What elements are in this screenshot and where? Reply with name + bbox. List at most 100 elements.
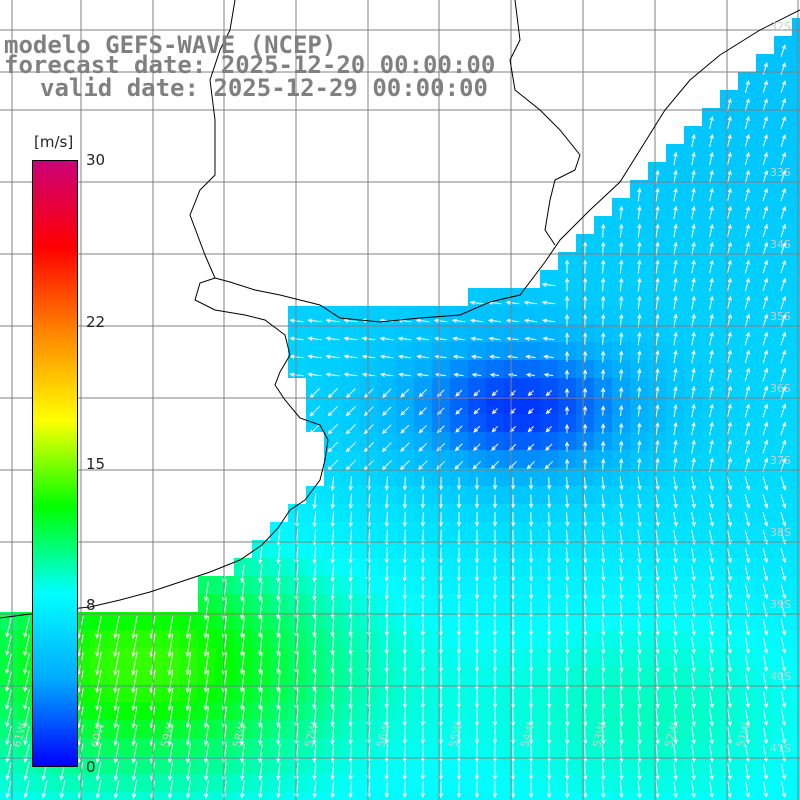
wind-arrow [361, 300, 376, 305]
wind-cell [756, 144, 774, 162]
wind-cell [774, 738, 792, 756]
wind-arrow [780, 313, 787, 328]
wind-cell [540, 432, 558, 450]
wind-cell [738, 756, 756, 774]
wind-arrow [438, 583, 444, 600]
wind-cell [666, 648, 684, 666]
wind-arrow [361, 354, 376, 359]
wind-cell [414, 432, 432, 450]
wind-arrow [400, 388, 410, 398]
wind-cell [792, 648, 800, 666]
wind-cell [216, 666, 234, 684]
wind-cell [288, 738, 306, 756]
wind-arrow [474, 708, 480, 727]
wind-arrow [474, 547, 480, 564]
wind-cell [756, 108, 774, 126]
wind-arrow [637, 259, 642, 274]
wind-arrow [510, 726, 516, 745]
wind-arrow [276, 599, 281, 620]
wind-arrow [528, 672, 534, 691]
wind-arrow [726, 295, 732, 310]
wind-arrow [762, 241, 768, 256]
wind-arrow [762, 259, 768, 274]
wind-arrow [492, 762, 498, 781]
wind-cell [90, 612, 108, 630]
wind-arrow [491, 425, 499, 433]
wind-arrow [619, 223, 624, 238]
wind-cell [774, 54, 792, 72]
wind-cell [756, 720, 774, 738]
wind-arrow [762, 476, 769, 491]
wind-arrow [348, 762, 353, 781]
wind-arrow [289, 336, 304, 341]
wind-cell [198, 630, 216, 648]
wind-arrow [345, 424, 356, 435]
wind-arrow [240, 725, 245, 746]
wind-arrow [709, 672, 714, 691]
wind-arrow [691, 439, 696, 454]
wind-cell [720, 180, 738, 198]
wind-cell [252, 702, 270, 720]
wind-cell [270, 684, 288, 702]
wind-cell [630, 360, 648, 378]
wind-cell [684, 342, 702, 360]
wind-arrow [726, 349, 732, 364]
wind-cell [630, 432, 648, 450]
wind-cell [630, 558, 648, 576]
wind-arrow [618, 404, 624, 417]
wind-cell [756, 324, 774, 342]
wind-arrow [382, 406, 392, 416]
wind-cell [720, 162, 738, 180]
wind-cell [702, 216, 720, 234]
wind-arrow [510, 512, 516, 527]
wind-cell [270, 666, 288, 684]
wind-arrow [655, 618, 660, 637]
wind-cell [360, 396, 378, 414]
wind-cell [612, 396, 630, 414]
wind-arrow [709, 547, 714, 564]
wind-arrow [582, 313, 588, 328]
wind-cell [756, 342, 774, 360]
wind-arrow [600, 332, 606, 345]
wind-cell [702, 684, 720, 702]
wind-cell [738, 540, 756, 558]
wind-arrow [523, 300, 538, 305]
wind-cell [756, 522, 774, 540]
wind-arrow [726, 511, 732, 528]
wind-cell [468, 378, 486, 396]
wind-cell [612, 576, 630, 594]
wind-arrow [167, 669, 174, 694]
wind-cell [216, 774, 234, 792]
latitude-label: 37S [770, 454, 791, 467]
wind-cell [702, 576, 720, 594]
wind-cell [774, 252, 792, 270]
wind-arrow [709, 187, 714, 202]
wind-cell [774, 648, 792, 666]
wind-cell [702, 306, 720, 324]
wind-arrow [655, 512, 660, 528]
wind-arrow [673, 744, 678, 763]
wind-cell [774, 162, 792, 180]
wind-cell [270, 756, 288, 774]
wind-arrow [691, 385, 696, 400]
wind-cell [702, 756, 720, 774]
wind-arrow [167, 706, 174, 729]
wind-arrow [510, 744, 516, 763]
wind-arrow [113, 669, 120, 694]
colorbar-tick-label: 8 [86, 596, 96, 615]
wind-arrow [780, 403, 787, 418]
wind-arrow [726, 457, 732, 472]
wind-cell [648, 234, 666, 252]
wind-cell [180, 738, 198, 756]
wind-cell [612, 612, 630, 630]
wind-arrow [673, 421, 678, 436]
wind-arrow [167, 724, 174, 747]
wind-arrow [709, 762, 714, 781]
wind-arrow [276, 564, 281, 583]
wind-cell [792, 18, 800, 36]
wind-arrow [131, 743, 138, 764]
wind-arrow [582, 241, 588, 256]
wind-arrow [488, 336, 501, 341]
wind-cell [738, 432, 756, 450]
